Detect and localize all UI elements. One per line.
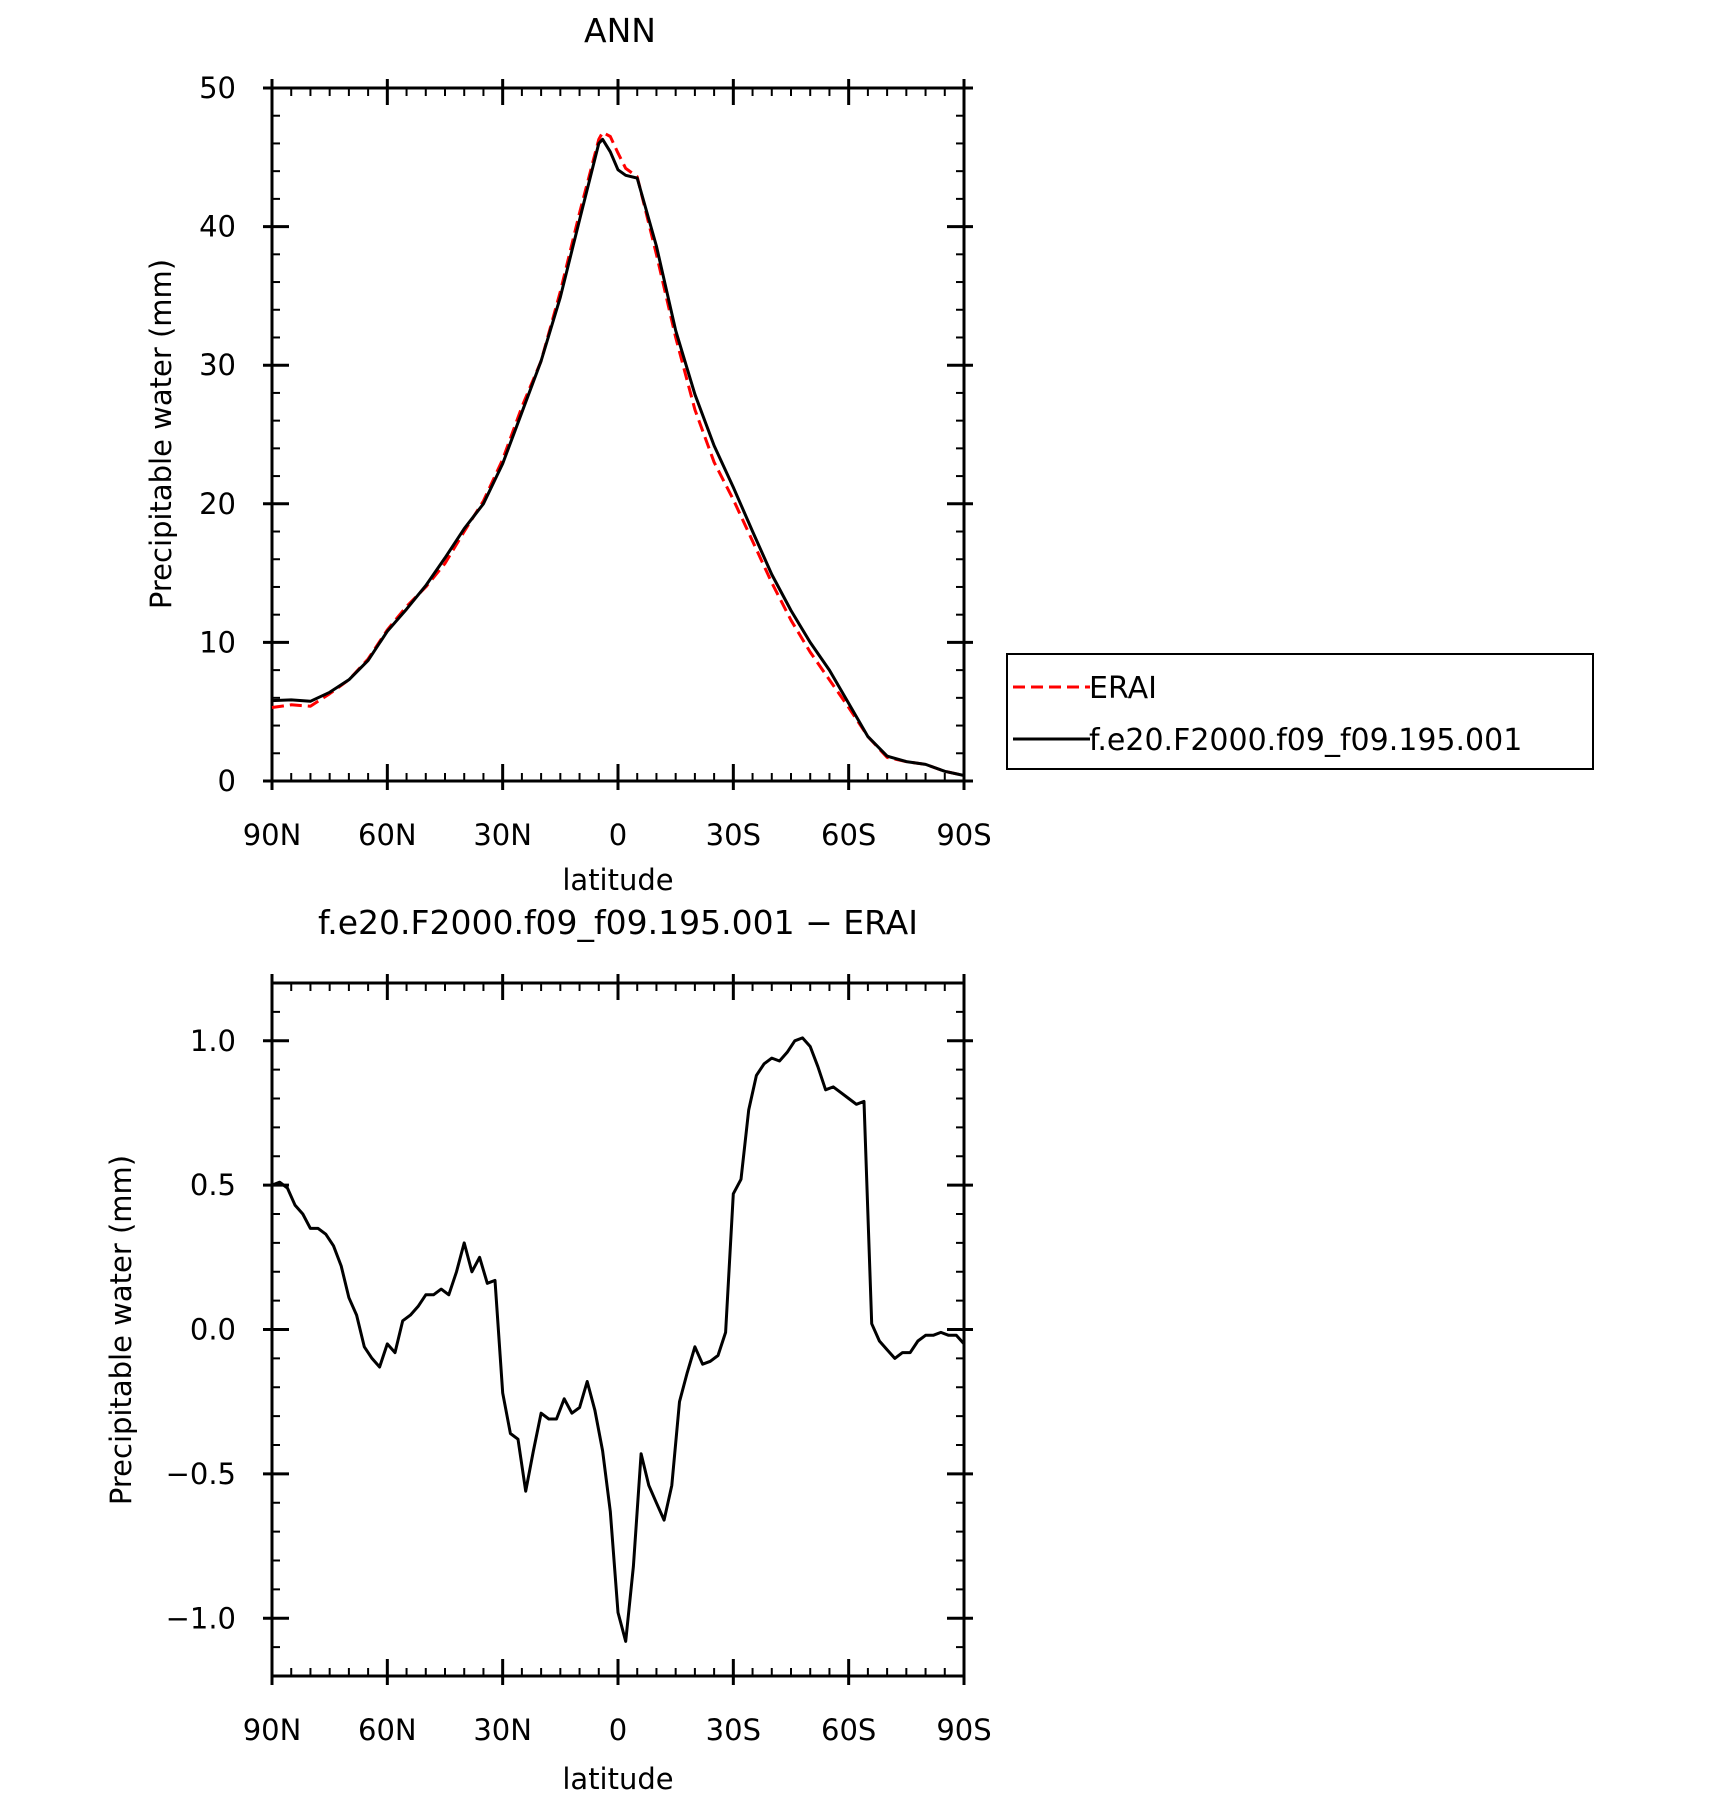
panel1-y-tick-label: 50 [199, 71, 236, 105]
panel2-y-tick-label: 0.0 [190, 1313, 236, 1347]
panel2-y-tick-label: 0.5 [190, 1168, 236, 1202]
panel2-series-lines [271, 1036, 966, 1643]
legend-box [1006, 653, 1594, 770]
panel2-frame [270, 981, 966, 1678]
panel1-series-lines [271, 130, 965, 777]
panel1-ticks [263, 79, 973, 790]
panel1-series-line-1 [271, 137, 965, 777]
panel1-y-tick-labels: 0 10 20 30 40 50 [199, 71, 236, 798]
legend: ERAI f.e20.F2000.f09_f09.195.001 [1006, 653, 1594, 770]
panel1-x-tick-label: 60N [358, 818, 417, 852]
panel1-x-tick-label: 30N [473, 818, 532, 852]
panel-annual-mean: ANN 0 10 20 30 40 50 90N 60N 30N 0 30S 60S 90S lati… [144, 11, 1594, 897]
panel1-x-axis-label: latitude [562, 863, 673, 897]
panel1-series-line-0 [271, 130, 965, 777]
panel2-x-tick-labels: 90N 60N 30N 0 30S 60S 90S [243, 1713, 992, 1747]
panel2-x-tick-label: 30N [473, 1713, 532, 1747]
panel2-series-line-0 [271, 1036, 966, 1643]
panel2-y-tick-label: −1.0 [166, 1601, 236, 1635]
panel1-y-tick-label: 30 [199, 348, 236, 382]
panel2-y-tick-labels: −1.0 −0.5 0.0 0.5 1.0 [166, 1024, 236, 1636]
panel2-title: f.e20.F2000.f09_f09.195.001 − ERAI [318, 903, 918, 942]
panel2-y-tick-label: −0.5 [166, 1457, 236, 1491]
panel1-frame [270, 86, 966, 783]
panel1-x-tick-label: 30S [706, 818, 761, 852]
panel2-ticks [263, 974, 973, 1685]
panel2-y-tick-label: 1.0 [190, 1024, 236, 1058]
panel2-x-tick-label: 30S [706, 1713, 761, 1747]
panel1-x-tick-label: 90N [243, 818, 302, 852]
panel2-x-axis-label: latitude [562, 1762, 673, 1796]
panel2-x-tick-label: 90S [936, 1713, 991, 1747]
panel2-x-tick-label: 60N [358, 1713, 417, 1747]
panel2-x-tick-label: 0 [609, 1713, 627, 1747]
panel1-y-tick-label: 40 [199, 210, 236, 244]
panel1-x-tick-label: 60S [821, 818, 876, 852]
panel-difference: f.e20.F2000.f09_f09.195.001 − ERAI −1.0−… [104, 903, 992, 1796]
panel2-x-tick-label: 60S [821, 1713, 876, 1747]
panel1-y-tick-label: 0 [218, 764, 236, 798]
panel1-y-tick-label: 20 [199, 487, 236, 521]
panel1-x-tick-label: 90S [936, 818, 991, 852]
panel2-y-axis-label: Precipitable water (mm) [104, 1155, 138, 1505]
panel1-title: ANN [584, 11, 656, 50]
legend-label-model: f.e20.F2000.f09_f09.195.001 [1089, 723, 1522, 758]
panel1-y-axis-label: Precipitable water (mm) [144, 259, 178, 609]
panel1-x-tick-label: 0 [609, 818, 627, 852]
panel1-x-tick-labels: 90N 60N 30N 0 30S 60S 90S [243, 818, 992, 852]
panel2-x-tick-label: 90N [243, 1713, 302, 1747]
panel1-y-tick-label: 10 [199, 625, 236, 659]
legend-label-erai: ERAI [1089, 671, 1157, 706]
